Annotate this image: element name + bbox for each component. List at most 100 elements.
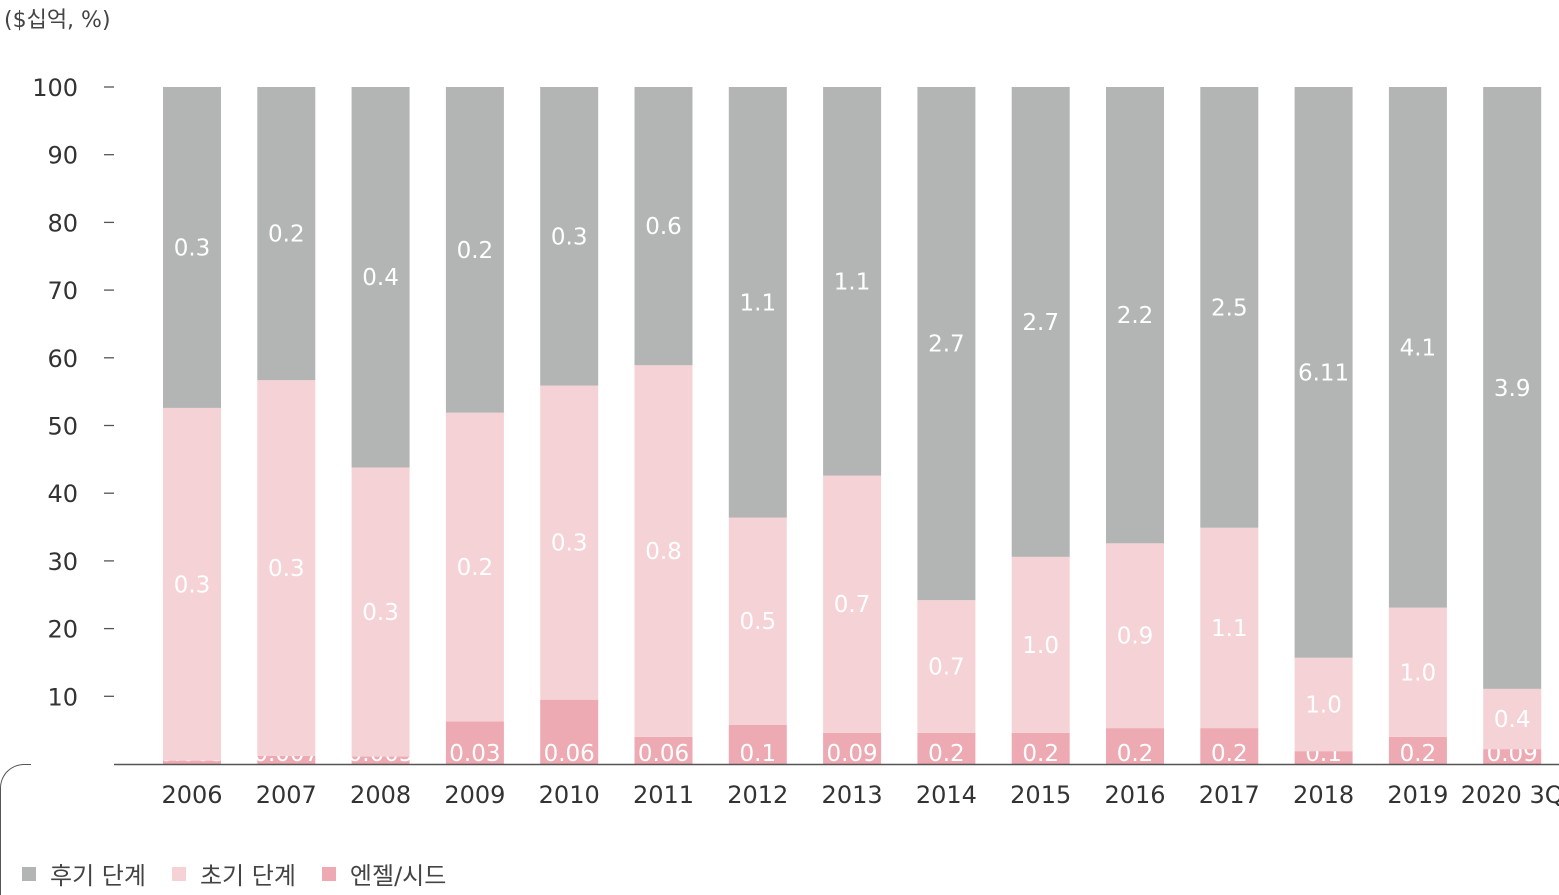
data-label: 2.5 (1211, 295, 1248, 321)
bar-segment-angel-seed (1200, 728, 1259, 764)
bar-segment-early-stage (445, 412, 504, 722)
y-tick-label: 40 (47, 480, 78, 508)
bar-segment-early-stage (1011, 556, 1070, 733)
bar-segment-angel-seed (1106, 728, 1164, 764)
data-label: 1.1 (1211, 616, 1248, 642)
data-label: 0.5 (740, 609, 777, 635)
bar-segment-early-stage (1200, 527, 1259, 729)
data-label: 0.3 (268, 556, 305, 582)
x-category-label: 2019 (1387, 781, 1448, 809)
data-label: 0.2 (1211, 741, 1248, 767)
x-category-label: 2013 (822, 781, 883, 809)
data-label: 0.1 (740, 741, 777, 767)
data-label: 1.0 (1305, 692, 1342, 718)
legend-label-angel-seed: 엔젤/시드 (349, 862, 447, 890)
bar-segment-late-stage (917, 87, 976, 601)
data-label: 0.8 (645, 539, 682, 565)
data-label: 0.7 (834, 592, 871, 618)
bar-segment-late-stage (1388, 87, 1447, 608)
data-label: 0.03 (449, 741, 500, 767)
data-label: 0.9 (1117, 624, 1154, 650)
bar-segment-early-stage (728, 517, 787, 725)
x-category-label: 2008 (350, 781, 411, 809)
data-label: 0.3 (174, 235, 211, 261)
data-label: 0.06 (544, 741, 595, 767)
data-label: 0.6 (645, 214, 682, 240)
bar-segment-angel-seed (1483, 749, 1542, 764)
bar-segment-late-stage (1294, 87, 1353, 658)
data-label: 1.1 (740, 290, 777, 316)
y-tick-label: 100 (32, 74, 78, 102)
data-label: 0.3 (174, 572, 211, 598)
x-category-label: 2020 3Q (1461, 781, 1559, 809)
x-category-label: 2017 (1199, 781, 1260, 809)
bar-segment-late-stage (1483, 87, 1542, 689)
legend-swatch-late-stage (22, 866, 36, 881)
bar-segment-early-stage (823, 475, 882, 733)
bar-segment-early-stage (163, 407, 221, 761)
x-category-label: 2016 (1104, 781, 1165, 809)
x-category-label: 2011 (633, 781, 694, 809)
bar-segment-early-stage (257, 380, 316, 756)
stacked-bar-chart: 1020304050607080901000.0030.30.320060.00… (32, 74, 1559, 809)
y-tick-label: 60 (47, 345, 78, 373)
x-category-label: 2007 (256, 781, 317, 809)
bar-segment-late-stage (823, 87, 882, 476)
y-tick-label: 10 (47, 683, 78, 711)
bar-segment-angel-seed (823, 732, 882, 764)
x-category-label: 2018 (1293, 781, 1354, 809)
data-label: 0.7 (928, 655, 965, 681)
bar-segment-early-stage (351, 467, 410, 757)
unit-label: ($십억, %) (4, 8, 111, 33)
bar-segment-angel-seed (1011, 732, 1070, 764)
data-label: 0.2 (1022, 741, 1059, 767)
x-category-label: 2014 (916, 781, 977, 809)
bar-segment-late-stage (1200, 87, 1259, 528)
data-label: 0.2 (457, 238, 494, 264)
bar-segment-angel-seed (540, 699, 599, 764)
data-label: 0.2 (457, 555, 494, 581)
legend-label-late-stage: 후기 단계 (50, 862, 146, 890)
bar-segment-early-stage (540, 385, 599, 700)
data-label: 1.0 (1400, 660, 1437, 686)
bar-segment-angel-seed (1388, 736, 1447, 764)
data-label: 1.0 (1022, 633, 1059, 659)
bar-segment-angel-seed (917, 732, 976, 764)
legend-swatch-angel-seed (321, 866, 336, 881)
bar-segment-late-stage (351, 87, 410, 468)
bar-segment-angel-seed (351, 756, 410, 764)
bar-segment-angel-seed (728, 724, 787, 764)
data-label: 0.06 (638, 741, 689, 767)
legend-swatch-early-stage (171, 866, 186, 881)
bar-segment-late-stage (163, 87, 221, 408)
bar-segment-angel-seed (163, 760, 221, 764)
x-category-label: 2006 (161, 781, 222, 809)
bar-segment-late-stage (1011, 87, 1070, 557)
data-label: 0.3 (551, 224, 588, 250)
data-label: 0.3 (362, 600, 399, 626)
data-label: 3.9 (1494, 376, 1531, 402)
bar-segment-late-stage (634, 87, 693, 366)
y-tick-label: 50 (47, 413, 78, 441)
legend: 후기 단계 초기 단계 엔젤/시드 (22, 856, 472, 891)
bar-segment-angel-seed (445, 721, 504, 764)
bar-segment-early-stage (1483, 688, 1542, 750)
data-label: 4.1 (1400, 335, 1437, 361)
bar-segment-late-stage (257, 87, 316, 381)
y-tick-label: 70 (47, 277, 78, 305)
bar-segment-early-stage (634, 365, 693, 737)
bar-segment-late-stage (728, 87, 787, 518)
bar-segment-early-stage (1106, 543, 1164, 729)
y-tick-label: 80 (47, 209, 78, 237)
y-tick-label: 20 (47, 616, 78, 644)
data-label: 2.2 (1117, 303, 1154, 329)
data-label: 1.1 (834, 269, 871, 295)
data-label: 6.11 (1298, 360, 1349, 386)
data-label: 0.4 (362, 265, 399, 291)
x-category-label: 2009 (444, 781, 505, 809)
data-label: 0.09 (826, 741, 877, 767)
bar-segment-early-stage (1388, 607, 1447, 737)
data-label: 2.7 (1022, 310, 1059, 336)
data-label: 2.7 (928, 332, 965, 358)
data-label: 0.4 (1494, 707, 1531, 733)
